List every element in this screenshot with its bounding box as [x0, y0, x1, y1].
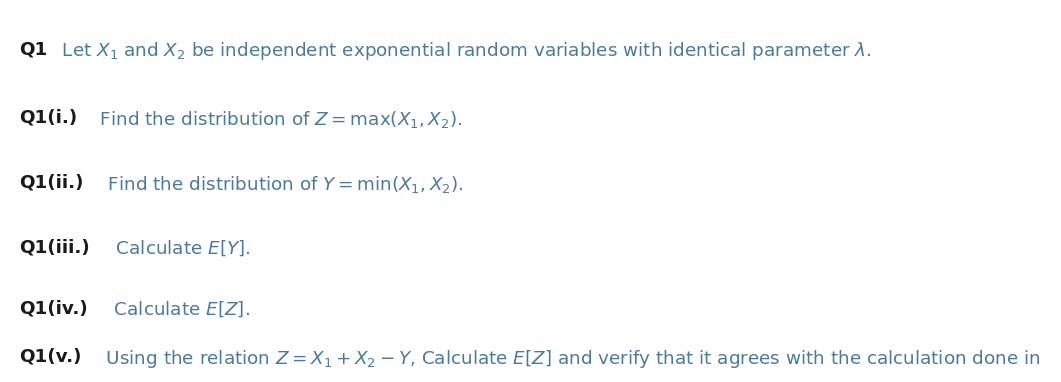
Text: Using the relation $Z = X_1 + X_2 - Y$, Calculate $E[Z]$ and verify that it agre: Using the relation $Z = X_1 + X_2 - Y$, … [100, 348, 1041, 370]
Text: Find the distribution of $Z = \mathrm{max}(X_1, X_2)$.: Find the distribution of $Z = \mathrm{ma… [94, 109, 463, 130]
Text: Q1(ii.): Q1(ii.) [19, 174, 84, 192]
Text: Q1: Q1 [19, 40, 48, 58]
Text: Find the distribution of $Y = \mathrm{min}(X_1, X_2)$.: Find the distribution of $Y = \mathrm{mi… [102, 174, 464, 195]
Text: Q1(iii.): Q1(iii.) [19, 239, 90, 257]
Text: Q1(v.): Q1(v.) [19, 348, 82, 366]
Text: Q1(iv.): Q1(iv.) [19, 300, 88, 318]
Text: Calculate $E[Y]$.: Calculate $E[Y]$. [110, 239, 251, 258]
Text: Let $X_1$ and $X_2$ be independent exponential random variables with identical p: Let $X_1$ and $X_2$ be independent expon… [55, 40, 871, 62]
Text: Calculate $E[Z]$.: Calculate $E[Z]$. [108, 300, 249, 319]
Text: Q1(i.): Q1(i.) [19, 109, 77, 127]
